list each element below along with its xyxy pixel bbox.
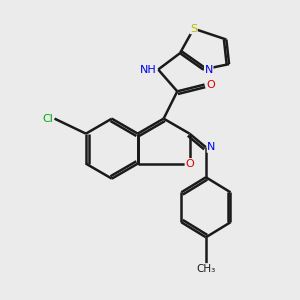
Text: O: O: [185, 159, 194, 169]
Text: N: N: [205, 64, 213, 74]
Text: O: O: [207, 80, 215, 89]
Text: S: S: [190, 24, 197, 34]
Text: CH₃: CH₃: [196, 264, 215, 274]
Text: Cl: Cl: [42, 114, 53, 124]
Text: NH: NH: [140, 64, 157, 74]
Text: N: N: [207, 142, 216, 152]
